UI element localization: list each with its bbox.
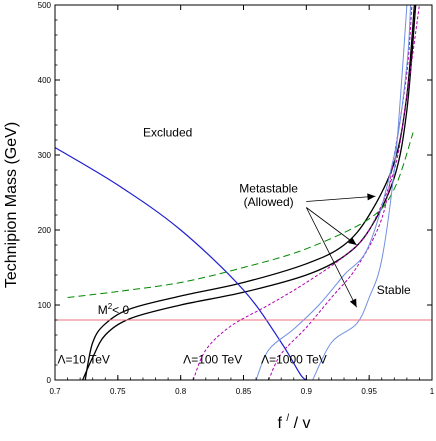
- x-tick-label: 0.85: [236, 387, 252, 396]
- x-tick-label: 0.9: [301, 387, 313, 396]
- series-line-6: [255, 4, 412, 381]
- series-line-4: [192, 4, 420, 381]
- x-axis-label-main: f: [277, 415, 282, 432]
- annotation-stable: Stable: [377, 283, 411, 297]
- annotation-metastable: Metastable: [239, 182, 298, 196]
- arrow-head: [349, 298, 357, 308]
- arrow-layer: [305, 193, 376, 308]
- y-tick-label: 500: [38, 1, 52, 10]
- m2-exponent: 2: [108, 302, 113, 311]
- series-line-5: [268, 4, 413, 381]
- series-line-7: [312, 4, 408, 381]
- annotation-lambda1000: Λ=1000 TeV: [261, 353, 327, 367]
- series-line-0: [84, 4, 416, 381]
- annotation-arrow: [306, 207, 357, 246]
- x-axis-label-tail: / v: [294, 415, 311, 432]
- annotation-arrow: [306, 195, 376, 202]
- x-axis-label: f / / v: [277, 408, 310, 432]
- x-tick-label: 0.7: [49, 387, 61, 396]
- m2-base: M: [98, 303, 108, 317]
- x-tick-label: 0.8: [175, 387, 187, 396]
- x-tick-label: 0.75: [110, 387, 126, 396]
- x-tick-label: 1: [430, 387, 435, 396]
- annotation-arrow: [305, 207, 357, 308]
- annotation-allowed: (Allowed): [244, 195, 294, 209]
- annotation-m2-negative: M2< 0: [98, 302, 130, 317]
- m2-relation: < 0: [112, 303, 129, 317]
- y-tick-label: 100: [38, 301, 52, 310]
- arrow-head: [348, 237, 357, 245]
- y-axis-label: Technipion Mass (GeV): [3, 122, 20, 288]
- annotation-lambda100: Λ=100 TeV: [183, 353, 242, 367]
- series-layer: [54, 4, 432, 381]
- annotation-layer: Excluded Metastable(Allowed) Stable Λ=10 Te…: [58, 125, 412, 366]
- x-axis-label-sup: /: [286, 413, 289, 424]
- arrow-head: [367, 193, 376, 201]
- series-line-1: [82, 4, 417, 381]
- y-tick-label: 300: [38, 151, 52, 160]
- tick-layer: 0.7 0.75 0.8 0.85 0.9 0.95 1 0 100 200 300 400 500: [38, 1, 435, 396]
- annotation-lambda10: Λ=10 TeV: [58, 353, 110, 367]
- annotation-excluded: Excluded: [143, 125, 192, 139]
- series-line-3: [67, 132, 414, 298]
- y-tick-label: 200: [38, 226, 52, 235]
- series-line-2: [54, 146, 307, 381]
- y-tick-label: 400: [38, 76, 52, 85]
- y-tick-label: 0: [47, 376, 52, 385]
- x-tick-label: 0.95: [361, 387, 377, 396]
